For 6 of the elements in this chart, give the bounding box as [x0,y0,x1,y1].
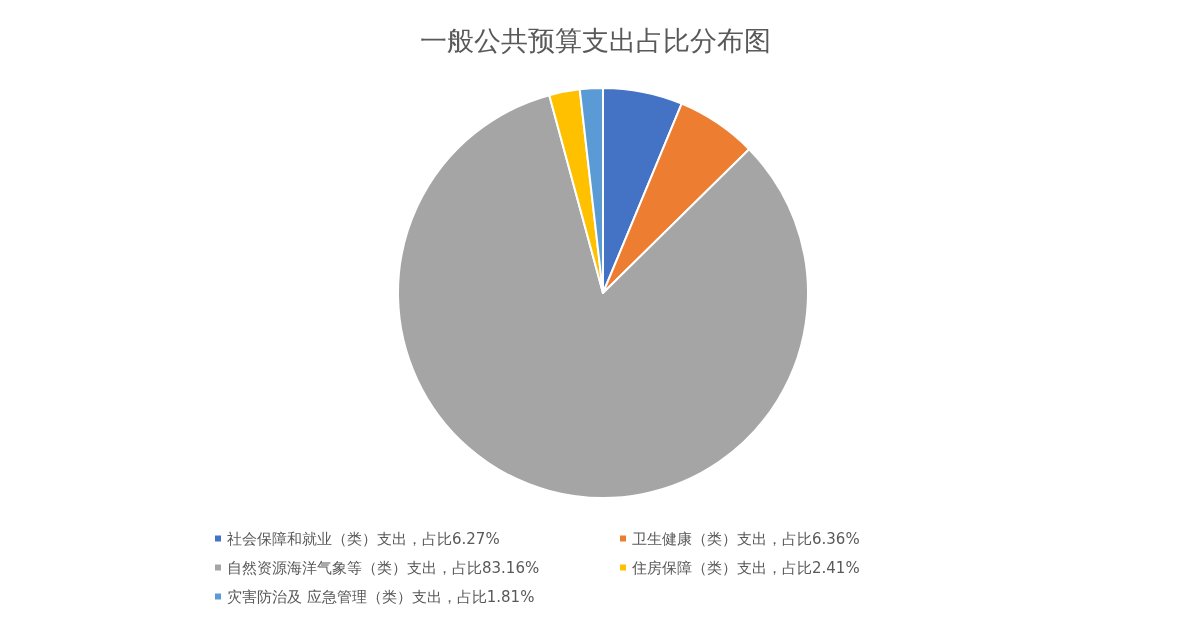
chart-title: 一般公共预算支出占比分布图 [419,25,771,56]
legend-label: 卫生健康（类）支出，占比6.36% [632,529,860,548]
legend-label: 住房保障（类）支出，占比2.41% [631,558,860,577]
legend-label: 社会保障和就业（类）支出，占比6.27% [227,529,500,548]
legend-label: 自然资源海洋气象等（类）支出，占比83.16% [227,558,540,577]
legend-label: 灾害防治及 应急管理（类）支出，占比1.81% [227,587,535,606]
